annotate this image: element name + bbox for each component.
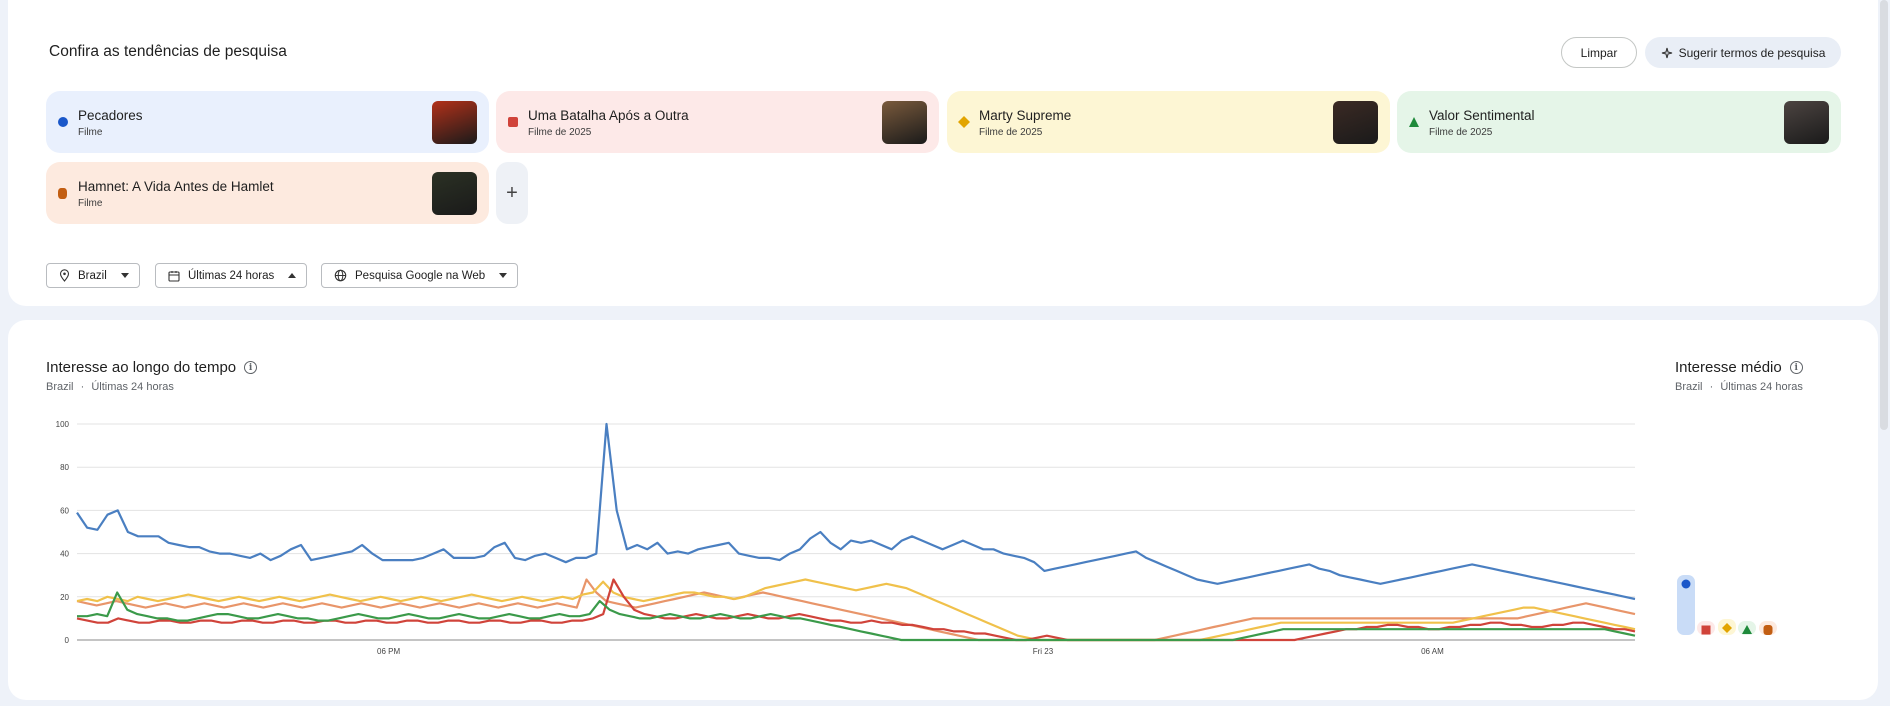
location-filter[interactable]: Brazil — [46, 263, 140, 288]
term-card-valor-sentimental[interactable]: Valor Sentimental Filme de 2025 — [1397, 91, 1841, 153]
x-tick-label: 06 AM — [1421, 647, 1444, 656]
term-thumbnail — [432, 101, 477, 144]
dropdown-arrow-icon — [120, 273, 129, 278]
y-tick-label: 100 — [56, 420, 70, 429]
location-pin-icon — [59, 269, 70, 282]
time-filter-label: Últimas 24 horas — [188, 269, 275, 282]
triangle-marker-icon — [1409, 117, 1419, 127]
page-title: Confira as tendências de pesquisa — [49, 43, 287, 60]
average-interest-subtitle: Brazil · Últimas 24 horas — [1675, 381, 1803, 393]
interest-over-time-subtitle: Brazil · Últimas 24 horas — [46, 381, 174, 393]
term-subtitle: Filme — [78, 198, 103, 209]
plus-icon: + — [506, 181, 518, 204]
diamond-marker-icon — [957, 115, 971, 129]
term-card-uma-batalha[interactable]: Uma Batalha Após a Outra Filme de 2025 — [496, 91, 939, 153]
globe-icon — [334, 269, 347, 282]
dropdown-arrow-up-icon — [288, 273, 297, 278]
series-line-0[interactable] — [76, 422, 1636, 601]
info-icon[interactable]: i — [1789, 361, 1803, 374]
term-subtitle: Filme de 2025 — [528, 127, 592, 138]
sparkle-icon — [1661, 47, 1672, 58]
source-filter[interactable]: Pesquisa Google na Web — [321, 263, 519, 288]
series-line-1[interactable] — [76, 578, 1636, 642]
series-line-3[interactable] — [77, 591, 1636, 642]
location-filter-label: Brazil — [78, 269, 107, 282]
x-tick-label: 06 PM — [377, 647, 400, 656]
calendar-icon — [168, 270, 180, 282]
source-filter-label: Pesquisa Google na Web — [355, 269, 486, 282]
y-tick-label: 80 — [60, 463, 69, 472]
time-filter[interactable]: Últimas 24 horas — [155, 263, 308, 288]
circle-marker-icon — [58, 117, 68, 127]
term-name: Marty Supreme — [979, 108, 1072, 123]
average-interest-title: Interesse médio i — [1675, 359, 1803, 376]
term-subtitle: Filme — [78, 127, 103, 138]
info-icon[interactable]: i — [244, 361, 258, 374]
y-tick-label: 20 — [60, 593, 69, 602]
average-interest-label: Interesse médio — [1675, 359, 1782, 376]
subtitle-location: Brazil — [1675, 381, 1703, 393]
y-tick-label: 60 — [60, 506, 69, 515]
term-thumbnail — [1784, 101, 1829, 144]
y-tick-label: 0 — [65, 636, 70, 645]
clear-button[interactable]: Limpar — [1561, 37, 1637, 68]
term-subtitle: Filme de 2025 — [1429, 127, 1493, 138]
interest-over-time-label: Interesse ao longo do tempo — [46, 359, 237, 376]
average-marker-icon — [1742, 625, 1752, 634]
average-interest-chart[interactable] — [1665, 540, 1785, 640]
scrollbar[interactable] — [1880, 0, 1888, 430]
y-tick-label: 40 — [60, 550, 69, 559]
subtitle-period: Últimas 24 horas — [91, 381, 174, 393]
average-marker-icon — [1681, 579, 1691, 589]
suggest-terms-button[interactable]: Sugerir termos de pesquisa — [1645, 37, 1841, 68]
subtitle-period: Últimas 24 horas — [1720, 381, 1803, 393]
term-subtitle: Filme de 2025 — [979, 127, 1043, 138]
average-marker-icon — [1701, 625, 1711, 635]
suggest-terms-label: Sugerir termos de pesquisa — [1678, 45, 1826, 60]
term-name: Pecadores — [78, 108, 143, 123]
term-name: Hamnet: A Vida Antes de Hamlet — [78, 179, 274, 194]
interest-over-time-title: Interesse ao longo do tempo i — [46, 359, 258, 376]
cylinder-marker-icon — [58, 188, 67, 199]
average-bar[interactable] — [1677, 575, 1695, 635]
dropdown-arrow-icon — [499, 273, 508, 278]
series-line-2[interactable] — [76, 578, 1636, 642]
series-line-4[interactable] — [76, 578, 1636, 642]
x-tick-label: Fri 23 — [1033, 647, 1054, 656]
term-thumbnail — [1333, 101, 1378, 144]
term-card-pecadores[interactable]: Pecadores Filme — [46, 91, 489, 153]
subtitle-location: Brazil — [46, 381, 74, 393]
square-marker-icon — [508, 117, 518, 127]
term-card-marty-supreme[interactable]: Marty Supreme Filme de 2025 — [947, 91, 1390, 153]
average-marker-icon — [1763, 625, 1773, 635]
average-marker-icon — [1722, 623, 1732, 633]
term-thumbnail — [882, 101, 927, 144]
term-thumbnail — [432, 172, 477, 215]
term-card-hamnet[interactable]: Hamnet: A Vida Antes de Hamlet Filme — [46, 162, 489, 224]
term-name: Valor Sentimental — [1429, 108, 1535, 123]
term-name: Uma Batalha Após a Outra — [528, 108, 689, 123]
add-term-button[interactable]: + — [496, 162, 528, 224]
